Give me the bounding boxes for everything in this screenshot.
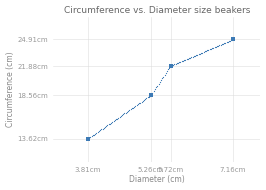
Title: Circumference vs. Diameter size beakers: Circumference vs. Diameter size beakers <box>64 6 250 15</box>
Y-axis label: Circumference (cm): Circumference (cm) <box>6 51 15 127</box>
X-axis label: Diameter (cm): Diameter (cm) <box>129 175 185 184</box>
